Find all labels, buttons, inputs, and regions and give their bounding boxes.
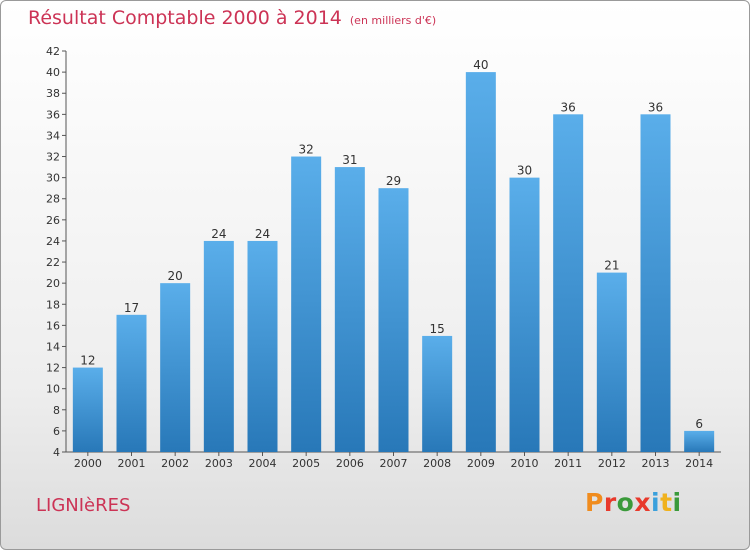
x-tick-label: 2014 [685, 457, 713, 470]
bar [422, 335, 453, 452]
bar-value-label: 17 [124, 301, 139, 315]
x-tick-label: 2004 [249, 457, 277, 470]
y-tick-label: 8 [53, 404, 60, 417]
logo-letter: t [660, 488, 673, 517]
title-unit: (en milliers d'€) [349, 14, 437, 27]
x-tick-label: 2009 [467, 457, 495, 470]
x-tick-label: 2013 [642, 457, 670, 470]
bar [247, 240, 278, 452]
bar-value-label: 30 [517, 164, 532, 178]
y-tick-label: 40 [46, 66, 60, 79]
y-tick-label: 38 [46, 87, 60, 100]
bar [334, 167, 365, 452]
y-tick-label: 24 [46, 235, 60, 248]
bar-value-label: 36 [561, 100, 576, 114]
y-tick-label: 6 [53, 425, 60, 438]
logo-letter: r [603, 488, 617, 517]
y-tick-label: 22 [46, 256, 60, 269]
bar [160, 283, 191, 452]
bar-value-label: 24 [211, 227, 226, 241]
x-tick-label: 2011 [554, 457, 582, 470]
y-tick-label: 4 [53, 446, 60, 459]
bar-value-label: 24 [255, 227, 270, 241]
bar [465, 72, 496, 453]
x-tick-label: 2003 [205, 457, 233, 470]
bar [509, 177, 540, 452]
x-tick-label: 2008 [423, 457, 451, 470]
x-tick-label: 2012 [598, 457, 626, 470]
chart-title: Résultat Comptable 2000 à 2014 (en millie… [28, 7, 436, 29]
y-tick-label: 10 [46, 383, 60, 396]
bar-value-label: 15 [430, 322, 445, 336]
y-tick-label: 28 [46, 193, 60, 206]
y-tick-label: 14 [46, 340, 60, 353]
bar-value-label: 12 [80, 354, 95, 368]
logo-letter: x [634, 488, 651, 517]
bar-value-label: 32 [299, 143, 314, 157]
y-tick-label: 32 [46, 151, 60, 164]
bar [203, 240, 234, 452]
bar [640, 114, 671, 452]
y-tick-label: 36 [46, 108, 60, 121]
proxiti-logo: Proxiti [585, 488, 682, 517]
logo-letter: P [585, 488, 604, 517]
bar [553, 114, 584, 452]
bar-value-label: 21 [604, 259, 619, 273]
bar [684, 430, 715, 452]
bar-value-label: 40 [473, 58, 488, 72]
y-tick-label: 30 [46, 172, 60, 185]
bar [378, 188, 409, 452]
logo-letter: i [672, 488, 682, 517]
logo-letter: i [651, 488, 661, 517]
x-tick-label: 2002 [161, 457, 189, 470]
bar-value-label: 29 [386, 174, 401, 188]
bar [291, 156, 322, 453]
x-tick-label: 2010 [511, 457, 539, 470]
logo-letter: o [616, 488, 635, 517]
y-tick-label: 20 [46, 277, 60, 290]
y-tick-label: 34 [46, 129, 60, 142]
x-tick-label: 2001 [118, 457, 146, 470]
y-tick-label: 42 [46, 45, 60, 58]
y-tick-label: 18 [46, 298, 60, 311]
bar [596, 272, 627, 452]
x-tick-label: 2000 [74, 457, 102, 470]
y-tick-label: 26 [46, 214, 60, 227]
bar-value-label: 20 [168, 269, 183, 283]
y-tick-label: 12 [46, 362, 60, 375]
x-tick-label: 2005 [292, 457, 320, 470]
bar-value-label: 6 [695, 417, 703, 431]
title-text: Résultat Comptable 2000 à 2014 [28, 7, 342, 29]
bar-value-label: 31 [342, 153, 357, 167]
x-tick-label: 2006 [336, 457, 364, 470]
y-tick-label: 16 [46, 319, 60, 332]
bar [72, 367, 103, 452]
x-tick-label: 2007 [380, 457, 408, 470]
town-name: LIGNIèRES [36, 495, 131, 516]
bar [116, 314, 147, 452]
bar-value-label: 36 [648, 100, 663, 114]
